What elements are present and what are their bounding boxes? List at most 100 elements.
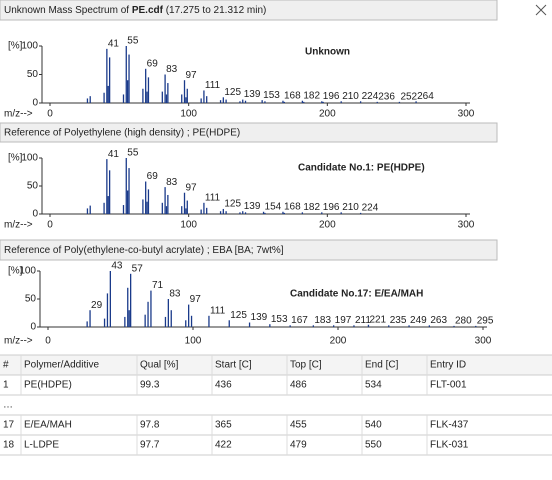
x-axis-label: m/z-->	[4, 336, 33, 347]
peak-label: 154	[265, 201, 282, 212]
x-tick-label: 300	[458, 109, 475, 120]
peak-label: 41	[108, 149, 120, 160]
x-axis-label: m/z-->	[4, 109, 33, 120]
y-axis-label: [%]	[8, 153, 23, 164]
y-tick-label: 50	[27, 69, 39, 80]
table-cell: 486	[290, 380, 307, 391]
peak-label: 153	[263, 90, 280, 101]
y-tick-label: 0	[32, 209, 38, 220]
peak-label: 182	[303, 202, 320, 213]
table-cell: FLT-001	[430, 380, 467, 391]
table-cell: 97.7	[140, 440, 160, 451]
peak-label: 224	[362, 203, 379, 214]
table-cell: PE(HDPE)	[24, 380, 72, 391]
annotation: Unknown	[305, 47, 350, 58]
table-header-cell: Entry ID	[430, 360, 466, 371]
y-axis-label: [%]	[8, 266, 23, 277]
peak-label: 210	[342, 202, 359, 213]
y-tick-label: 50	[27, 181, 39, 192]
y-tick-label: 0	[32, 98, 38, 109]
title-text: Unknown Mass Spectrum of	[4, 5, 132, 16]
y-tick-label: 0	[30, 322, 36, 333]
peak-label: 196	[323, 91, 340, 102]
x-tick-label: 200	[330, 336, 347, 347]
peak-label: 55	[127, 36, 139, 47]
table-cell: L-LDPE	[24, 440, 59, 451]
y-axis-label: [%]	[8, 41, 23, 52]
table-cell: 479	[290, 440, 307, 451]
peak-label: 249	[410, 315, 427, 326]
table-header-cell: Polymer/Additive	[24, 360, 99, 371]
panel-header	[0, 122, 498, 143]
peak-label: 139	[251, 312, 268, 323]
panel-title: Unknown Mass Spectrum of PE.cdf (17.275 …	[4, 5, 266, 16]
peak-label: 71	[152, 280, 164, 291]
table-cell: 1	[3, 380, 9, 391]
title-range: (17.275 to 21.312 min)	[163, 5, 266, 16]
peak-label: 168	[284, 201, 301, 212]
peak-label: 264	[417, 91, 434, 102]
x-tick-label: 100	[180, 109, 197, 120]
title-text: Reference of Polyethylene (high density)…	[4, 127, 240, 138]
panel-header	[0, 0, 498, 21]
peak-label: 139	[244, 89, 261, 100]
peak-label: 182	[303, 90, 320, 101]
peak-label: 97	[190, 294, 202, 305]
peak-label: 97	[186, 182, 198, 193]
x-tick-label: 300	[458, 220, 475, 231]
peak-label: 280	[455, 316, 472, 327]
peak-label: 29	[91, 300, 103, 311]
x-tick-label: 0	[47, 109, 53, 120]
table-cell: FLK-437	[430, 420, 469, 431]
peak-label: 69	[147, 171, 159, 182]
annotation: Candidate No.1: PE(HDPE)	[298, 163, 425, 174]
y-tick-label: 50	[25, 294, 37, 305]
peak-label: 235	[390, 315, 407, 326]
panel-title: Reference of Poly(ethylene-co-butyl acry…	[4, 245, 284, 256]
x-tick-label: 0	[47, 220, 53, 231]
x-tick-label: 300	[475, 336, 492, 347]
peak-label: 211	[355, 315, 371, 326]
peak-label: 252	[400, 92, 417, 103]
peak-label: 83	[166, 64, 178, 75]
table-header-bg	[0, 355, 552, 375]
table-header-cell: Start [C]	[215, 360, 252, 371]
table-header-cell: Qual [%]	[140, 360, 179, 371]
y-tick-label: 100	[21, 153, 38, 164]
peak-label: 83	[169, 289, 181, 300]
peak-label: 224	[362, 91, 379, 102]
title-file: PE.cdf	[132, 5, 164, 16]
peak-label: 153	[271, 314, 288, 325]
peak-label: 139	[244, 201, 261, 212]
x-axis-label: m/z-->	[4, 220, 33, 231]
peak-label: 210	[342, 91, 359, 102]
table-cell: 422	[215, 440, 232, 451]
table-header-cell: End [C]	[365, 360, 399, 371]
table-cell: 436	[215, 380, 232, 391]
peak-label: 167	[291, 315, 308, 326]
peak-label: 263	[430, 315, 447, 326]
peak-label: 221	[369, 314, 386, 325]
table-cell: 550	[365, 440, 382, 451]
table-cell: 17	[3, 420, 15, 431]
table-header-cell: #	[3, 360, 9, 371]
table-cell: 534	[365, 380, 382, 391]
table-header-cell: Top [C]	[290, 360, 322, 371]
peak-label: 111	[205, 192, 221, 203]
peak-label: 69	[147, 58, 159, 69]
peak-label: 295	[477, 316, 494, 327]
y-tick-label: 100	[21, 41, 38, 52]
peak-label: 125	[224, 87, 241, 98]
table-cell: 99.3	[140, 380, 160, 391]
peak-label: 55	[127, 148, 139, 159]
table-cell: 365	[215, 420, 232, 431]
peak-label: 41	[108, 38, 120, 49]
peak-label: 111	[205, 80, 221, 91]
peak-label: 43	[111, 261, 123, 272]
y-tick-label: 100	[19, 266, 36, 277]
table-cell: 455	[290, 420, 307, 431]
peak-label: 196	[323, 202, 340, 213]
x-tick-label: 200	[319, 109, 336, 120]
peak-label: 83	[166, 177, 178, 188]
